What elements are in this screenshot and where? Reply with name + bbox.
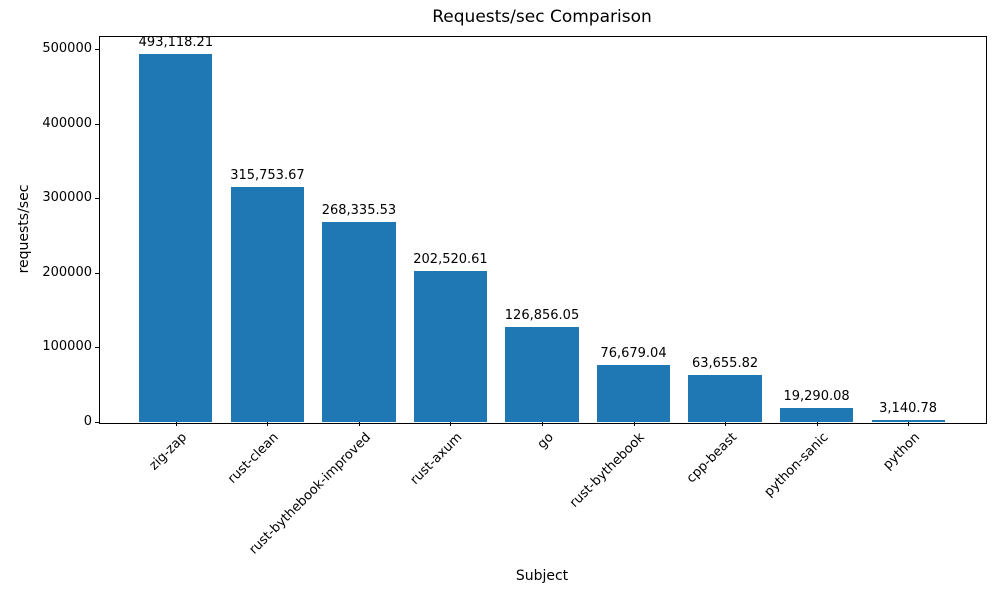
y-tick-label: 400000 (42, 115, 92, 131)
y-tick-mark (95, 422, 99, 423)
x-tick-label: cpp-beast (683, 430, 740, 487)
x-tick-mark (175, 422, 177, 426)
bar-value-label: 126,856.05 (504, 308, 580, 324)
y-tick-label: 200000 (42, 264, 92, 280)
bar (230, 186, 305, 422)
bar (139, 54, 213, 422)
bar-value-label: 76,679.04 (600, 345, 667, 361)
bar-value-label: 3,140.78 (879, 400, 938, 416)
bar-value-label: 19,290.08 (783, 388, 850, 404)
x-tick-mark (542, 422, 543, 426)
x-tick-mark (908, 422, 910, 426)
bar-value-label: 493,118.21 (138, 35, 214, 51)
x-tick-label: python (879, 430, 923, 473)
x-tick-label: rust-axum (407, 430, 466, 488)
chart-title: Requests/sec Comparison (432, 7, 652, 27)
bar (871, 419, 945, 422)
x-axis-label: Subject (515, 568, 569, 584)
x-tick-mark (816, 422, 818, 426)
x-tick-label: zig-zap (147, 430, 191, 474)
x-tick-mark (633, 422, 635, 426)
bar (779, 407, 854, 422)
bar (505, 327, 579, 422)
bar (322, 221, 396, 422)
x-tick-mark (267, 422, 269, 426)
y-tick-label: 0 (83, 414, 92, 429)
bar-value-label: 63,655.82 (691, 355, 759, 371)
y-axis-label: requests/sec (16, 184, 32, 274)
x-tick-label: rust-bythebook (567, 430, 649, 511)
bar-value-label: 315,753.67 (230, 167, 305, 183)
x-tick-mark (358, 422, 360, 426)
y-tick-mark (95, 49, 99, 51)
x-tick-label: go (534, 430, 557, 453)
y-tick-label: 300000 (42, 190, 92, 206)
bar-value-label: 268,335.53 (321, 202, 397, 218)
y-tick-label: 500000 (42, 41, 92, 57)
x-tick-label: rust-clean (225, 430, 283, 487)
y-tick-mark (95, 123, 99, 125)
bar (596, 364, 671, 422)
x-tick-label: python-sanic (761, 430, 832, 500)
y-tick-mark (95, 272, 99, 274)
y-tick-mark (95, 347, 99, 349)
y-tick-mark (95, 198, 99, 200)
y-tick-label: 100000 (42, 339, 92, 355)
x-tick-mark (725, 422, 727, 426)
bar-value-label: 202,520.61 (413, 252, 488, 268)
bar (688, 374, 762, 422)
bar (413, 271, 488, 422)
x-tick-mark (450, 422, 452, 426)
